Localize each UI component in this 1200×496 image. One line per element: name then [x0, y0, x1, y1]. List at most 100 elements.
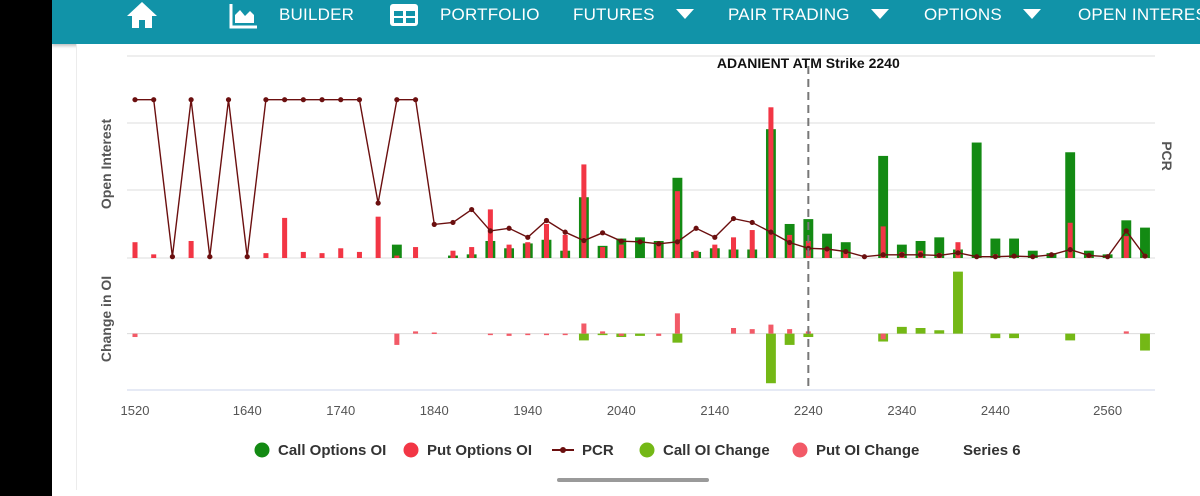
pcr-point [936, 252, 942, 259]
legend-item-label: PCR [582, 442, 614, 459]
put-oi-bar [450, 250, 456, 258]
legend-symbol [254, 442, 270, 458]
pcr-point [338, 97, 344, 103]
put-oi-bar [1123, 236, 1129, 258]
put-oi-change-bar [1123, 331, 1129, 334]
put-oi-change-bar [618, 333, 624, 336]
pcr-point [843, 248, 849, 255]
nav-builder[interactable]: BUILDER [228, 0, 354, 30]
pcr-point [1123, 228, 1129, 234]
put-oi-change-bar [674, 313, 680, 334]
legend-symbol [560, 447, 566, 453]
home-indicator-bar[interactable] [557, 478, 709, 482]
pcr-point [169, 254, 176, 260]
call-oi-bar [990, 238, 1001, 258]
x-tick-label: 2240 [794, 403, 823, 418]
call-oi-change-bar [896, 326, 907, 334]
nav-home[interactable] [124, 0, 160, 30]
pcr-point [730, 215, 737, 222]
pcr-point [693, 225, 699, 231]
home-icon [127, 2, 157, 28]
pcr-point [787, 239, 793, 246]
call-oi-bar [878, 155, 889, 258]
call-oi-change-bar [1140, 333, 1150, 351]
put-oi-bar [543, 223, 549, 258]
call-oi-bar [934, 237, 945, 258]
put-oi-change-bar [768, 324, 774, 334]
pcr-point [412, 97, 419, 103]
pcr-point [656, 241, 662, 247]
pcr-point [899, 252, 905, 258]
put-oi-change-bar [431, 332, 437, 335]
call-oi-change-bar [803, 333, 814, 338]
pcr-point [225, 97, 232, 103]
nav-label-open-interest: OPEN INTERES [1078, 5, 1200, 24]
legend-item-label: Call Options OI [278, 442, 386, 459]
put-oi-bar [712, 244, 718, 258]
put-oi-change-bar [413, 331, 419, 334]
put-oi-change-bar [656, 333, 662, 336]
put-oi-bar [562, 234, 568, 258]
put-oi-bar [469, 247, 475, 258]
pcr-point [749, 219, 755, 226]
put-oi-bar [525, 242, 531, 258]
x-tick-label: 2440 [981, 403, 1010, 418]
pcr-point [1030, 254, 1036, 260]
call-oi-bar [915, 240, 926, 258]
oi-chart: Open Interest Change in OI PCR ADANIENT ATM… [98, 55, 1175, 459]
pcr-point [282, 97, 288, 103]
chart-area-icon [229, 4, 257, 29]
put-oi-bar [506, 244, 512, 258]
call-oi-change-bar [765, 333, 776, 384]
pcr-point [674, 239, 681, 245]
pcr-point [207, 254, 213, 260]
put-oi-bar [581, 164, 587, 258]
put-oi-bar [188, 240, 194, 258]
legend-item-label: Series 6 [963, 442, 1021, 459]
pcr-point [151, 97, 157, 103]
put-oi-change-bar [600, 331, 606, 334]
pcr-point [356, 97, 363, 103]
call-oi-change-bar [1009, 333, 1020, 339]
pcr-point [562, 229, 568, 235]
put-oi-bar [356, 251, 362, 258]
call-oi-bar [635, 237, 645, 258]
pcr-point [955, 250, 961, 256]
x-tick-label: 1740 [326, 403, 355, 418]
put-oi-bar [375, 216, 381, 258]
pcr-point [394, 97, 400, 103]
put-oi-change-bar [394, 333, 400, 345]
pcr-point [1011, 253, 1017, 259]
put-oi-change-bar [487, 333, 493, 336]
put-oi-bar [955, 242, 961, 258]
pcr-point [712, 234, 718, 240]
pcr-point [974, 254, 980, 260]
pcr-point [525, 234, 531, 240]
legend-item-label: Call OI Change [663, 442, 770, 459]
pcr-point [487, 228, 493, 234]
top-navbar: BUILDER PORTFOLIO FUTURES PAIR TRADING [52, 0, 1200, 44]
nav-options[interactable]: OPTIONS [924, 0, 1042, 30]
x-tick-label: 1840 [420, 403, 449, 418]
legend-item-label: Put OI Change [816, 442, 919, 459]
put-oi-bar [282, 217, 288, 258]
nav-pair-trading[interactable]: PAIR TRADING [728, 0, 890, 30]
put-oi-change-bar [749, 329, 755, 334]
put-oi-bar [880, 226, 886, 258]
call-oi-bar [1065, 152, 1076, 258]
app-page: BUILDER PORTFOLIO FUTURES PAIR TRADING [52, 0, 1200, 496]
nav-open-interest[interactable]: OPEN INTERES [1078, 0, 1200, 30]
x-tick-label: 2340 [887, 403, 916, 418]
nav-futures[interactable]: FUTURES [573, 0, 695, 30]
put-oi-change-bar [880, 333, 886, 340]
call-oi-change-bar [915, 328, 926, 334]
put-oi-bar [319, 253, 325, 258]
put-oi-bar [618, 244, 624, 258]
nav-portfolio[interactable]: PORTFOLIO [388, 0, 540, 30]
nav-label-futures: FUTURES [573, 5, 655, 24]
call-oi-change-bar [597, 333, 608, 336]
pcr-point [992, 254, 998, 260]
put-oi-bar [338, 248, 344, 258]
x-tick-label: 1520 [121, 403, 150, 418]
pcr-point [300, 97, 306, 103]
